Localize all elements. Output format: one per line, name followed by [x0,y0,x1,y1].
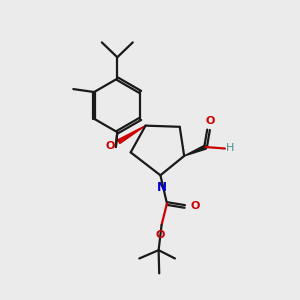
Text: N: N [157,181,167,194]
Polygon shape [118,126,146,143]
Text: O: O [190,202,200,212]
Text: O: O [205,116,214,126]
Text: O: O [106,141,115,152]
Polygon shape [184,145,206,156]
Text: O: O [155,230,164,240]
Text: H: H [226,143,234,153]
